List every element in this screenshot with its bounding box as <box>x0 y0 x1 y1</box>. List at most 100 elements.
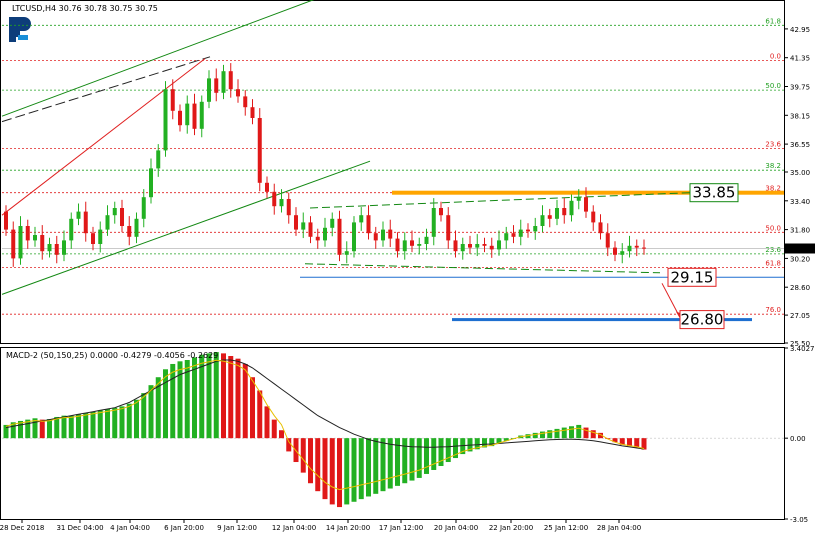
candle-body <box>642 247 646 249</box>
candle-body <box>482 244 487 246</box>
candle-body <box>11 229 16 259</box>
macd-histogram-bar <box>126 403 132 439</box>
x-tick-label: 9 Jan 12:00 <box>217 524 257 532</box>
macd-histogram-bar <box>438 438 444 466</box>
candle-body <box>83 211 88 234</box>
macd-histogram-bar <box>61 415 67 439</box>
macd-histogram-bar <box>525 434 531 439</box>
macd-histogram-bar <box>373 438 379 494</box>
annotation-box-support <box>667 267 717 287</box>
candle-body <box>69 218 74 241</box>
channel-lower-line <box>1 160 371 295</box>
candle-body <box>134 218 139 237</box>
macd-layer: 28 Dec 2018 31 Dec 04:00 4 Jan 04:00 6 Jan … <box>0 345 815 532</box>
candle-body <box>178 110 182 126</box>
candle-body <box>170 89 175 111</box>
macd-histogram-bar <box>554 428 560 439</box>
roboforex-r-logo <box>9 17 31 42</box>
y-tick-label: 41.35 <box>790 55 810 63</box>
macd-histogram-bar <box>569 426 574 439</box>
candle-body <box>504 233 509 241</box>
candle-body <box>584 197 588 212</box>
macd-histogram-bar <box>83 412 89 439</box>
candle-body <box>591 211 596 223</box>
macd-y-tick-label: 0.00 <box>790 435 806 443</box>
y-tick-label: 31.80 <box>790 227 810 235</box>
candle-body <box>214 78 219 93</box>
candle-body <box>323 227 327 241</box>
candle-body <box>337 218 342 255</box>
fib-level-label: 38.2 <box>765 185 781 193</box>
candle-body <box>598 222 603 234</box>
candle-body <box>25 226 30 241</box>
macd-histogram-bar <box>163 369 168 439</box>
triangle-upper-line <box>309 192 691 209</box>
candle-body <box>381 229 385 241</box>
x-tick-label: 4 Jan 04:00 <box>110 524 150 532</box>
channel-upper-line <box>1 0 315 117</box>
macd-histogram-bar <box>358 438 364 500</box>
fib-level-label: 23.6 <box>765 141 781 149</box>
y-tick-label: 39.75 <box>790 84 810 92</box>
macd-histogram-bar <box>242 363 248 439</box>
candle-body <box>366 215 371 234</box>
macd-header: MACD-2 (50,150,25) 0.0000 -0.4279 -0.405… <box>6 351 218 360</box>
candle-body <box>192 103 197 129</box>
candle-body <box>460 244 465 252</box>
candle-body <box>185 103 190 126</box>
macd-histogram-bar <box>547 430 553 439</box>
candle-body <box>272 191 277 207</box>
macd-histogram-bar <box>271 419 277 439</box>
candle-body <box>511 233 516 237</box>
macd-histogram-bar <box>627 438 632 447</box>
x-tick-label: 6 Jan 20:00 <box>164 524 204 532</box>
y-tick-label: 28.60 <box>790 284 810 292</box>
x-tick-label: 28 Jan 04:00 <box>597 524 641 532</box>
candle-body <box>33 235 37 241</box>
main-layer: 42.95 41.35 39.75 38.15 36.55 35.00 33.40 31.80… <box>1 0 815 348</box>
last-price-label: 30.75 <box>790 246 810 254</box>
macd-histogram-bar <box>90 411 96 439</box>
macd-histogram-bar <box>286 438 292 452</box>
macd-histogram-bar <box>177 361 183 439</box>
candle-body <box>540 215 545 226</box>
y-tick-label: 33.40 <box>790 198 810 206</box>
candle-body <box>105 215 110 230</box>
y-tick-label: 42.95 <box>790 26 810 34</box>
macd-histogram-bar <box>409 438 415 481</box>
y-tick-label: 35.00 <box>790 169 810 177</box>
candle-body <box>352 222 356 252</box>
candle-body <box>236 89 240 97</box>
macd-histogram-bar <box>257 390 263 439</box>
channel-dashed-line <box>1 56 211 123</box>
target-line <box>452 318 752 322</box>
candle-body <box>344 251 349 255</box>
macd-histogram-bar <box>460 438 466 455</box>
annotation-box-resistance <box>689 183 739 203</box>
candle-body <box>47 244 52 252</box>
candle-body <box>98 229 103 244</box>
annotation-label-target: 26.80 <box>681 311 724 329</box>
annotation-box-target <box>679 310 725 330</box>
macd-histogram-bar <box>221 353 226 439</box>
fib-level-label: 0.0 <box>770 52 781 60</box>
macd-histogram-bar <box>590 430 596 439</box>
candle-body <box>373 233 378 241</box>
macd-histogram-bar <box>228 356 234 439</box>
macd-histogram-bar <box>619 438 625 445</box>
macd-histogram-bar <box>416 438 422 478</box>
fib-level-label: 61.8 <box>765 17 781 25</box>
x-tick-label: 28 Dec 2018 <box>0 524 44 532</box>
candle-body <box>402 240 407 252</box>
candle-body <box>388 229 393 239</box>
macd-histogram-bar <box>315 438 321 492</box>
macd-plot-frame <box>0 347 785 520</box>
red-trend-line <box>1 58 206 216</box>
candle-body <box>54 244 59 255</box>
candle-body <box>359 215 364 223</box>
candle-body <box>453 240 458 252</box>
macd-histogram-bar <box>337 438 342 508</box>
macd-histogram-bar <box>308 438 313 484</box>
candle-body <box>468 244 472 248</box>
candle-body <box>555 208 559 219</box>
